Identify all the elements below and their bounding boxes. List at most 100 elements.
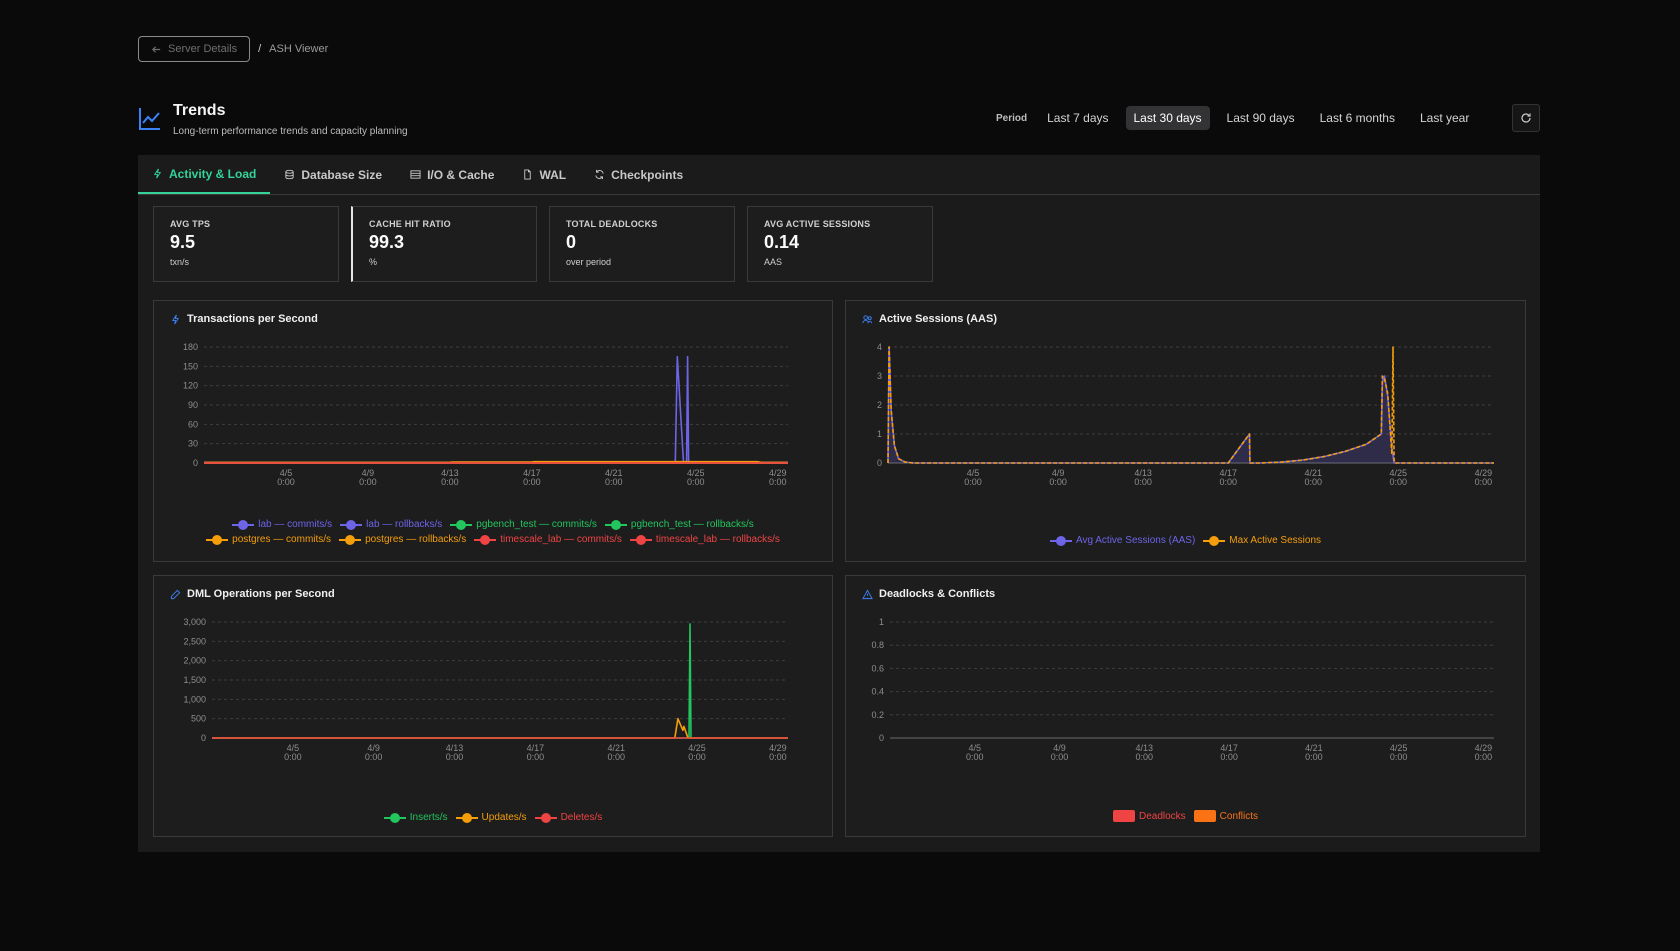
x-tick-label: 0:00 [688, 752, 706, 762]
period-option-90-days[interactable]: Last 90 days [1226, 111, 1295, 125]
x-tick-label: 4/25 [1390, 468, 1408, 478]
x-tick-label: 0:00 [1390, 477, 1408, 487]
x-tick-label: 4/13 [446, 743, 464, 753]
tab-label: Activity & Load [169, 166, 257, 181]
y-tick-label: 4 [877, 342, 882, 352]
x-tick-label: 4/21 [605, 468, 623, 478]
legend-item[interactable]: Avg Active Sessions (AAS) [1049, 535, 1196, 546]
tab-bar: Activity & Load Database Size I/O & Cach… [138, 155, 1540, 195]
y-tick-label: 0.6 [871, 663, 884, 673]
trending-up-icon [139, 108, 160, 130]
legend-item[interactable]: Deadlocks [1112, 810, 1186, 822]
legend-item[interactable]: Inserts/s [383, 812, 448, 823]
refresh-button[interactable] [1512, 104, 1540, 132]
y-tick-label: 0 [193, 458, 198, 468]
x-tick-label: 0:00 [607, 752, 625, 762]
x-tick-label: 4/29 [1475, 743, 1493, 753]
x-tick-label: 4/29 [769, 468, 787, 478]
x-tick-label: 4/13 [1136, 743, 1154, 753]
legend-item[interactable]: Deletes/s [534, 812, 602, 823]
legend-swatch [1112, 810, 1135, 822]
chart-title-text: DML Operations per Second [187, 588, 335, 600]
chart-legend: Inserts/s Updates/s Deletes/s [154, 812, 832, 827]
series-line [887, 346, 1494, 464]
period-option-6-months[interactable]: Last 6 months [1319, 111, 1395, 125]
legend-item[interactable]: Max Active Sessions [1203, 535, 1321, 546]
trends-panel: Activity & Load Database Size I/O & Cach… [138, 155, 1540, 852]
legend-item[interactable]: pgbench_test — rollbacks/s [604, 519, 754, 530]
x-tick-label: 0:00 [769, 477, 787, 487]
chart-card-deadlocks: Deadlocks & Conflicts 1 0.8 0.6 0.4 0.2 0 4/5 0… [845, 575, 1526, 837]
refresh-icon [1521, 113, 1531, 123]
tab-database-size[interactable]: Database Size [270, 155, 396, 194]
tab-wal[interactable]: WAL [508, 155, 580, 194]
x-tick-label: 4/5 [287, 743, 300, 753]
period-option-1-year[interactable]: Last year [1419, 111, 1470, 125]
chart-title-text: Transactions per Second [187, 313, 318, 325]
legend-label: lab — rollbacks/s [366, 519, 443, 530]
chart-card-aas: Active Sessions (AAS) 4 3 2 1 0 4/5 0:00 4/9 0:0… [845, 300, 1526, 562]
stat-card-avg-active-sessions: AVG ACTIVE SESSIONS 0.14 AAS [747, 206, 933, 282]
legend-label: Avg Active Sessions (AAS) [1075, 535, 1196, 546]
stat-unit: txn/s [170, 257, 190, 267]
x-tick-label: 0:00 [1051, 752, 1069, 762]
x-tick-label: 0:00 [1390, 752, 1408, 762]
tab-label: WAL [539, 167, 567, 182]
breadcrumb-current: ASH Viewer [269, 43, 329, 55]
x-tick-label: 4/25 [688, 743, 706, 753]
x-tick-label: 4/17 [1220, 743, 1238, 753]
legend-item[interactable]: timescale_lab — rollbacks/s [629, 534, 780, 545]
legend-item[interactable]: lab — rollbacks/s [340, 519, 442, 530]
legend-swatch [534, 812, 557, 823]
x-tick-label: 4/5 [967, 468, 980, 478]
refresh-cycle-icon [595, 169, 604, 180]
period-option-7-days[interactable]: Last 7 days [1047, 111, 1109, 125]
x-tick-label: 0:00 [1475, 477, 1493, 487]
x-tick-label: 0:00 [964, 477, 982, 487]
legend-item[interactable]: timescale_lab — commits/s [474, 534, 622, 545]
page-title: Trends [173, 102, 226, 119]
tab-label: Checkpoints [611, 167, 684, 182]
tab-activity-load[interactable]: Activity & Load [138, 155, 271, 194]
tab-label: Database Size [301, 167, 383, 182]
legend-item[interactable]: pgbench_test — commits/s [450, 519, 597, 530]
x-tick-label: 4/21 [607, 743, 625, 753]
series-line [212, 717, 788, 739]
legend-item[interactable]: Conflicts [1193, 810, 1258, 822]
chart-title-text: Active Sessions (AAS) [879, 313, 997, 325]
stat-value: 9.5 [170, 232, 196, 252]
y-tick-label: 0.2 [871, 710, 884, 720]
legend-item[interactable]: lab — commits/s [232, 519, 332, 530]
disk-icon [410, 170, 421, 179]
legend-item[interactable]: postgres — rollbacks/s [339, 534, 466, 545]
legend-swatch [340, 519, 363, 530]
legend-swatch [383, 812, 406, 823]
stat-label: AVG ACTIVE SESSIONS [764, 219, 871, 229]
back-to-server-details-button[interactable]: Server Details [138, 36, 251, 62]
x-tick-label: 4/9 [362, 468, 375, 478]
bolt-icon [153, 168, 162, 179]
tab-io-cache[interactable]: I/O & Cache [396, 155, 508, 194]
legend-swatch [604, 519, 627, 530]
pencil-icon [170, 589, 181, 599]
y-tick-label: 0.4 [871, 687, 884, 697]
period-selector: Period Last 7 days Last 30 days Last 90 … [996, 106, 1486, 130]
legend-label: Deadlocks [1138, 810, 1186, 822]
x-tick-label: 4/17 [523, 468, 541, 478]
tab-checkpoints[interactable]: Checkpoints [580, 155, 697, 194]
x-tick-label: 0:00 [1049, 477, 1067, 487]
x-tick-label: 0:00 [1220, 752, 1238, 762]
x-tick-label: 4/25 [687, 468, 705, 478]
x-tick-label: 0:00 [966, 752, 984, 762]
x-tick-label: 4/17 [527, 743, 545, 753]
y-tick-label: 0 [201, 733, 206, 743]
y-tick-label: 2,500 [183, 636, 206, 646]
legend-item[interactable]: postgres — commits/s [206, 534, 331, 545]
period-option-30-days[interactable]: Last 30 days [1125, 106, 1210, 130]
legend-item[interactable]: Updates/s [455, 812, 527, 823]
legend-label: postgres — commits/s [232, 534, 332, 545]
chart-title-text: Deadlocks & Conflicts [879, 588, 996, 600]
chart-card-tps: Transactions per Second 180 150 120 90 60 30 0… [153, 300, 833, 562]
back-button-label: Server Details [168, 43, 238, 55]
y-tick-label: 0.8 [871, 640, 884, 650]
